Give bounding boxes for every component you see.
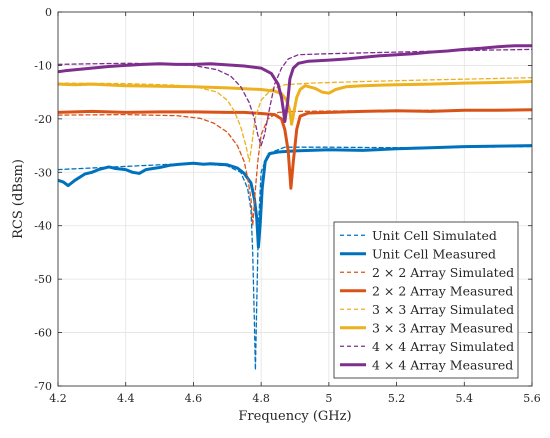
legend-label-5: 3 × 3 Array Simulated [372, 302, 514, 317]
series-line-3 [58, 109, 532, 227]
y-tick-label: -50 [34, 273, 52, 286]
series-lines [58, 44, 532, 371]
series-line-4 [58, 108, 532, 190]
y-tick-label: -10 [34, 59, 52, 72]
x-tick-label: 4.8 [252, 392, 270, 405]
x-tick-label: 5.2 [388, 392, 406, 405]
series-line-8 [58, 44, 532, 123]
legend-label-4: 2 × 2 Array Measured [372, 283, 513, 298]
series-line-6 [58, 80, 532, 126]
y-axis-title: RCS (dBsm) [11, 159, 26, 239]
x-tick-label: 4.2 [49, 392, 67, 405]
axis-ticks: 4.2 4.4 4.6 4.8 5 5.2 5.4 5.6 -70 -60 -50 -40 -30 -20… [34, 6, 540, 405]
x-tick-label: 5.4 [456, 392, 474, 405]
y-tick-label: -60 [34, 327, 52, 340]
x-tick-label: 5 [325, 392, 332, 405]
plot-frame [57, 11, 533, 387]
y-tick-label: -40 [34, 220, 52, 233]
y-tick-label: -20 [34, 113, 52, 126]
legend-label-1: Unit Cell Simulated [372, 228, 497, 243]
x-tick-label: 5.6 [523, 392, 541, 405]
x-tick-label: 4.4 [117, 392, 135, 405]
y-tick-label: -30 [34, 166, 52, 179]
series-line-2 [58, 144, 532, 249]
y-tick-label: 0 [45, 6, 52, 19]
legend-label-6: 3 × 3 Array Measured [372, 320, 513, 335]
x-tick-label: 4.6 [185, 392, 203, 405]
y-tick-label: -70 [34, 380, 52, 393]
x-axis-title: Frequency (GHz) [238, 409, 351, 424]
legend: Unit Cell Simulated Unit Cell Measured 2 ×… [333, 221, 519, 379]
legend-label-2: Unit Cell Measured [372, 246, 496, 261]
legend-label-7: 4 × 4 Array Simulated [372, 339, 514, 354]
legend-box [333, 221, 519, 379]
legend-label-8: 4 × 4 Array Measured [372, 357, 513, 372]
legend-label-3: 2 × 2 Array Simulated [372, 265, 514, 280]
